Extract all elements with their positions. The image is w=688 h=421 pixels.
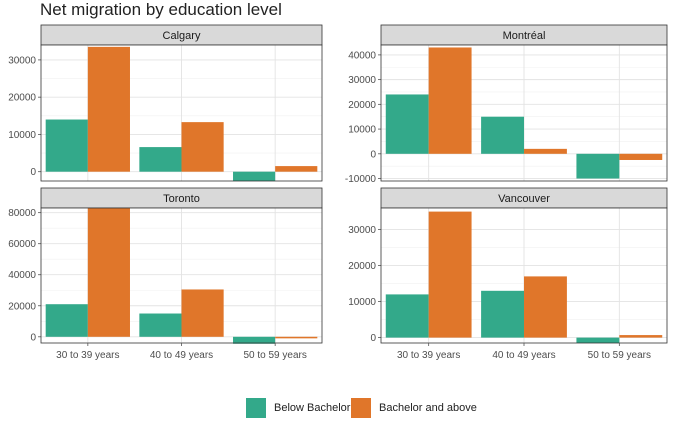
bar-bachelor-and-above-30-to-39-years [428,211,472,338]
x-tick-label: 50 to 59 years [588,350,651,361]
bar-below-bachelor-30-to-39-years [45,304,88,337]
x-tick-label: 40 to 49 years [492,350,555,361]
y-tick-label: 80000 [8,208,36,219]
x-tick-label: 30 to 39 years [56,350,119,361]
panel-vancouver: Vancouver 0 10000 20000 30000 30 to 39 years 4… [348,187,668,361]
y-tick-label: 30000 [348,75,376,86]
x-tick-label: 40 to 49 years [150,350,213,361]
y-tick-label: 10000 [8,130,36,141]
panel-strip-label: Calgary [163,30,201,42]
legend-label-below-bachelor: Below Bachelor [274,402,351,414]
bar-below-bachelor-50-to-59-years [233,336,276,344]
x-tick-label: 50 to 59 years [243,350,306,361]
panel-strip-label: Vancouver [498,193,550,205]
bar-below-bachelor-30-to-39-years [385,94,429,154]
panel-toronto: Toronto 0 20000 40000 60000 80000 30 to 39 yea… [8,187,323,361]
y-tick-label: 20000 [348,100,376,111]
bar-below-bachelor-50-to-59-years [576,153,620,179]
y-tick-label: 20000 [8,93,36,104]
legend-item-below-bachelor: Below Bachelor [246,398,350,418]
y-tick-label: 40000 [348,50,376,61]
bar-bachelor-and-above-40-to-49-years [524,276,567,338]
bar-bachelor-and-above-40-to-49-years [181,122,224,172]
y-tick-label: 10000 [348,297,376,308]
bar-below-bachelor-50-to-59-years [233,171,276,181]
y-tick-label: 0 [370,333,376,344]
bar-bachelor-and-above-50-to-59-years [275,166,318,172]
panel-strip-label: Toronto [163,193,200,205]
bar-below-bachelor-40-to-49-years [481,116,524,154]
bar-bachelor-and-above-30-to-39-years [87,46,130,172]
bar-below-bachelor-30-to-39-years [45,119,88,172]
bar-below-bachelor-40-to-49-years [139,147,182,172]
y-tick-label: 30000 [8,55,36,66]
y-tick-label: 30000 [348,225,376,236]
legend-label-bachelor-and-above: Bachelor and above [379,402,477,414]
bar-below-bachelor-30-to-39-years [385,294,429,338]
bar-below-bachelor-40-to-49-years [139,313,182,337]
y-tick-label: 10000 [348,125,376,136]
panel-border [380,44,668,182]
y-tick-label: 20000 [8,301,36,312]
y-tick-label: 20000 [348,261,376,272]
y-tick-label: 60000 [8,239,36,250]
y-tick-label: 0 [30,167,36,178]
y-tick-label: -10000 [345,174,377,185]
bar-bachelor-and-above-50-to-59-years [275,336,318,339]
panel-montreal: Montréal -10000 0 10000 20000 30000 40000 [345,24,668,185]
legend-swatch-bachelor-and-above [351,398,371,418]
bar-below-bachelor-40-to-49-years [481,290,524,338]
y-tick-label: 0 [370,149,376,160]
y-tick-label: 40000 [8,270,36,281]
chart-title: Net migration by education level [40,0,282,19]
bar-bachelor-and-above-30-to-39-years [87,208,130,337]
legend-swatch-below-bachelor [246,398,266,418]
panel-strip-label: Montréal [503,30,546,42]
legend-item-bachelor-and-above: Bachelor and above [351,398,477,418]
bar-below-bachelor-50-to-59-years [576,337,620,343]
x-tick-label: 30 to 39 years [397,350,460,361]
bar-bachelor-and-above-40-to-49-years [524,148,567,154]
bar-bachelor-and-above-40-to-49-years [181,289,224,337]
panel-calgary: Calgary 0 10000 20000 30000 [8,24,323,182]
bar-bachelor-and-above-50-to-59-years [619,335,663,338]
panel-border [40,44,323,182]
bar-bachelor-and-above-50-to-59-years [619,153,663,160]
y-tick-label: 0 [30,332,36,343]
bar-bachelor-and-above-30-to-39-years [428,47,472,154]
